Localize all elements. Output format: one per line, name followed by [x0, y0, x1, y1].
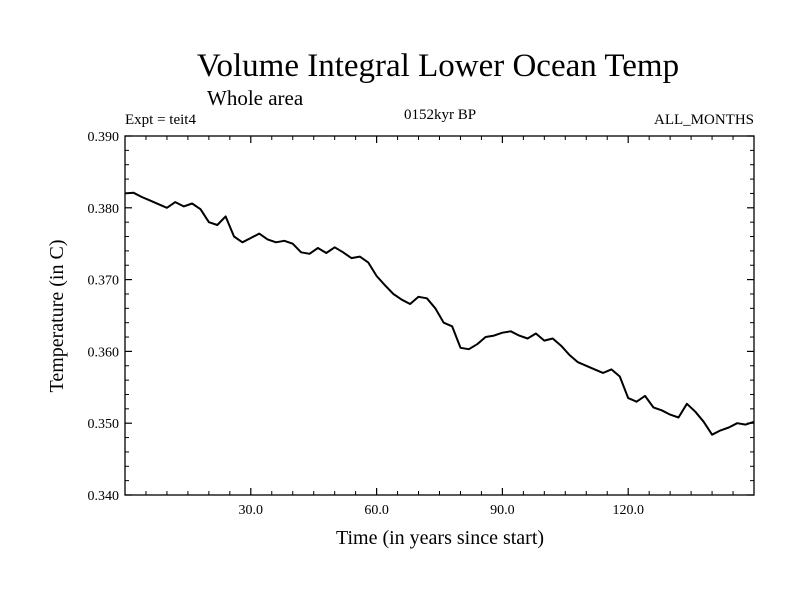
y-tick-label: 0.370 — [88, 274, 120, 289]
x-tick-label: 60.0 — [364, 503, 389, 518]
y-axis-label: Temperature (in C) — [46, 240, 68, 393]
months-label: ALL_MONTHS — [654, 112, 754, 128]
x-tick-label: 90.0 — [490, 503, 515, 518]
y-tick-label: 0.360 — [88, 345, 120, 360]
y-tick-label: 0.350 — [88, 417, 120, 432]
chart-subtitle: Whole area — [207, 86, 304, 110]
x-axis-label: Time (in years since start) — [336, 527, 544, 549]
y-tick-label: 0.390 — [88, 130, 120, 145]
x-axis: 30.0 60.0 90.0 120.0 — [145, 136, 734, 518]
x-tick-label: 30.0 — [239, 503, 264, 518]
chart-title: Volume Integral Lower Ocean Temp — [197, 48, 679, 84]
period-label: 0152kyr BP — [404, 107, 476, 123]
series-line-teit4 — [124, 191, 755, 436]
y-tick-label: 0.340 — [88, 489, 120, 504]
y-axis: 0.340 0.350 0.360 0.370 0.380 0.390 — [88, 130, 754, 504]
experiment-label: Expt = teit4 — [125, 112, 196, 128]
y-tick-label: 0.380 — [88, 202, 120, 217]
x-tick-label: 120.0 — [612, 503, 644, 518]
